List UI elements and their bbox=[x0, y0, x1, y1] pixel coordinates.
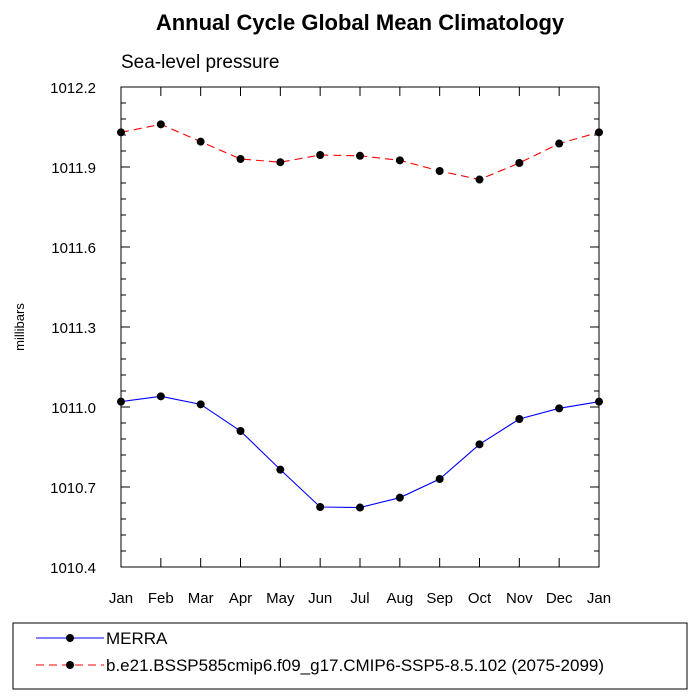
series-point-1 bbox=[475, 175, 484, 184]
legend-label-0: MERRA bbox=[106, 629, 168, 648]
y-axis-label: millibars bbox=[12, 303, 27, 351]
x-tick-label: Nov bbox=[506, 590, 533, 607]
series-point-1 bbox=[196, 137, 205, 146]
series-point-0 bbox=[316, 503, 325, 511]
y-tick-label: 1012.2 bbox=[50, 80, 96, 97]
x-tick-label: Jan bbox=[109, 590, 133, 607]
series-point-0 bbox=[236, 427, 245, 435]
x-tick-label: Feb bbox=[148, 590, 174, 607]
x-tick-label: Jul bbox=[350, 590, 369, 607]
x-tick-label: Aug bbox=[386, 590, 413, 607]
series-point-0 bbox=[595, 397, 603, 406]
legend-box bbox=[12, 622, 688, 690]
x-tick-label: Sep bbox=[426, 590, 453, 607]
series-point-1 bbox=[595, 128, 603, 137]
series-point-0 bbox=[196, 400, 205, 409]
legend-marker-0 bbox=[66, 634, 74, 642]
series-point-1 bbox=[117, 128, 125, 137]
series-point-0 bbox=[356, 503, 364, 512]
x-tick-label: Dec bbox=[546, 590, 573, 607]
y-tick-label: 1011.3 bbox=[51, 320, 96, 337]
series-point-1 bbox=[156, 120, 165, 129]
y-tick-label: 1011.6 bbox=[51, 240, 96, 257]
chart-title: Annual Cycle Global Mean Climatology bbox=[156, 10, 565, 35]
series-point-1 bbox=[435, 167, 444, 175]
series-point-1 bbox=[356, 151, 364, 160]
series-point-0 bbox=[156, 392, 165, 401]
x-tick-label: Mar bbox=[188, 590, 214, 607]
series-point-1 bbox=[515, 159, 524, 167]
series-layer bbox=[117, 120, 603, 512]
series-point-1 bbox=[316, 151, 325, 159]
y-tick-label: 1010.4 bbox=[50, 560, 96, 577]
series-point-1 bbox=[276, 158, 285, 167]
series-point-0 bbox=[555, 404, 564, 413]
chart-subtitle: Sea-level pressure bbox=[121, 52, 279, 73]
series-point-0 bbox=[475, 440, 484, 449]
legend-marker-1 bbox=[66, 661, 74, 669]
legend: MERRA b.e21.BSSP585cmip6.f09_g17.CMIP6-SS… bbox=[12, 622, 688, 690]
x-tick-label: Jan bbox=[587, 590, 611, 607]
series-point-1 bbox=[236, 155, 245, 163]
series-point-0 bbox=[276, 465, 285, 474]
y-tick-label: 1011.9 bbox=[51, 160, 96, 177]
x-tick-label: Jun bbox=[308, 590, 332, 607]
series-point-0 bbox=[435, 475, 444, 483]
series-point-0 bbox=[117, 397, 125, 406]
ticks-layer: Jan Feb Mar Apr May Jun Jul Aug Sep Oct Nov Dec Jan 1… bbox=[50, 80, 611, 607]
series-point-0 bbox=[395, 493, 404, 502]
series-line-0 bbox=[120, 395, 600, 509]
y-tick-label: 1010.7 bbox=[50, 480, 96, 497]
x-tick-label: Oct bbox=[468, 590, 492, 607]
x-tick-label: Apr bbox=[229, 590, 252, 607]
x-tick-label: May bbox=[266, 590, 295, 607]
series-point-1 bbox=[555, 139, 564, 148]
series-point-1 bbox=[395, 156, 404, 165]
legend-label-1: b.e21.BSSP585cmip6.f09_g17.CMIP6-SSP5-8.… bbox=[106, 656, 604, 675]
y-tick-label: 1011.0 bbox=[51, 400, 96, 417]
series-point-0 bbox=[515, 415, 524, 423]
